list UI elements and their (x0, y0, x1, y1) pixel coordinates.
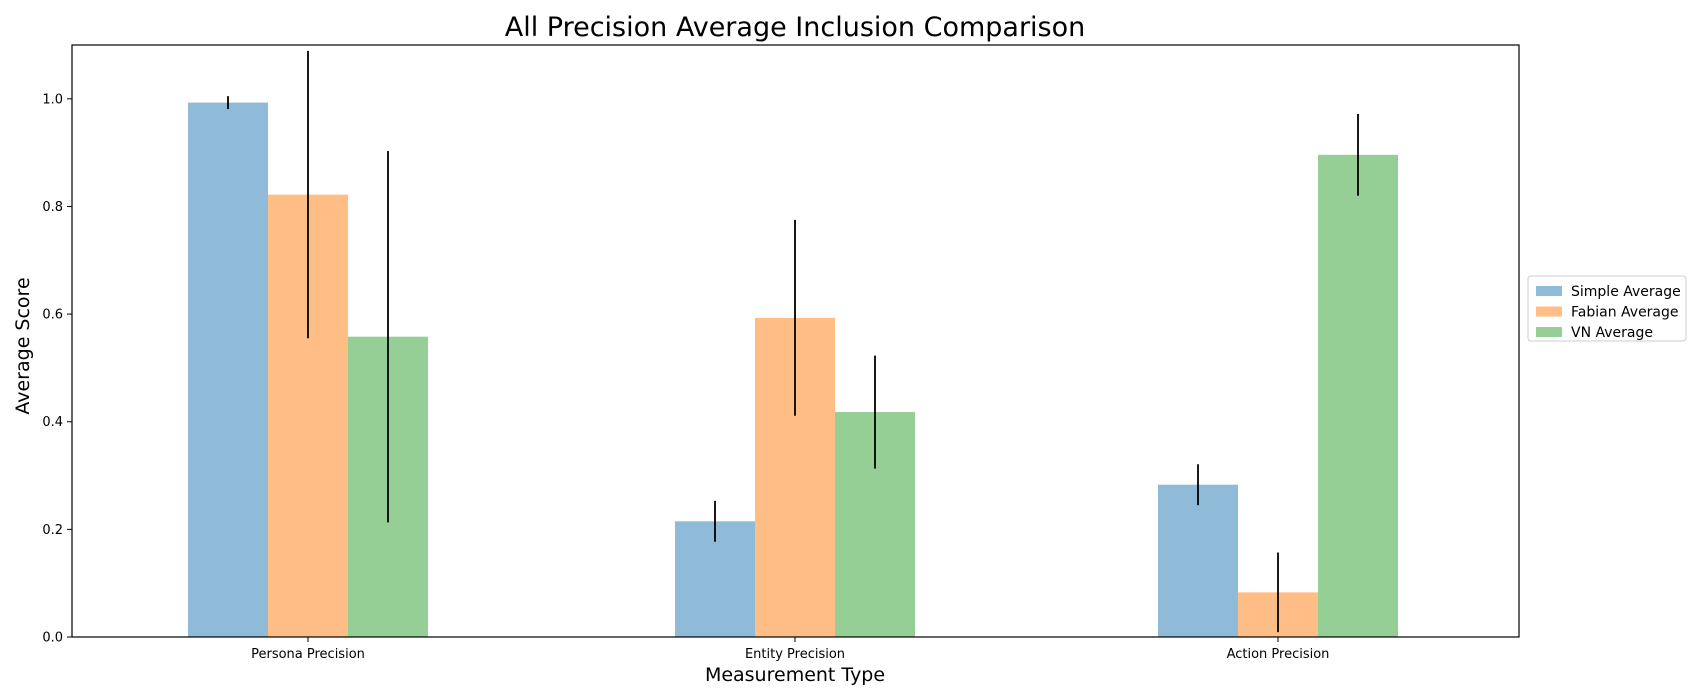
x-tick-label: Persona Precision (251, 647, 365, 662)
legend: Simple Average Fabian Average VN Average (1527, 275, 1687, 342)
y-tick-label: 0.2 (42, 523, 63, 538)
y-tick-label: 0.6 (42, 308, 63, 323)
x-axis-title: Measurement Type (705, 664, 885, 686)
legend-label: Simple Average (1571, 284, 1681, 300)
y-tick-label: 0.0 (42, 631, 63, 646)
x-tick-label: Action Precision (1227, 647, 1330, 662)
legend-box (1527, 275, 1687, 342)
bar-simple-average-3 (1158, 484, 1238, 637)
y-tick-label: 0.4 (42, 415, 63, 430)
bar-vn-average-3 (1318, 154, 1398, 637)
bar-simple-average-1 (188, 102, 268, 638)
legend-swatch (1536, 327, 1562, 337)
legend-swatch (1536, 286, 1562, 296)
plot-area: 0.0 0.2 0.4 0.6 0.8 1.0 Persona Precision Entit… (42, 44, 1520, 662)
legend-label: Fabian Average (1571, 305, 1679, 321)
y-tick-label: 1.0 (42, 92, 63, 107)
legend-label: VN Average (1571, 325, 1653, 341)
legend-swatch (1536, 306, 1562, 317)
chart-title: All Precision Average Inclusion Comparis… (505, 12, 1086, 43)
y-tick-label: 0.8 (42, 200, 63, 215)
x-tick-label: Entity Precision (745, 647, 845, 662)
y-axis-title: Average Score (12, 277, 34, 414)
